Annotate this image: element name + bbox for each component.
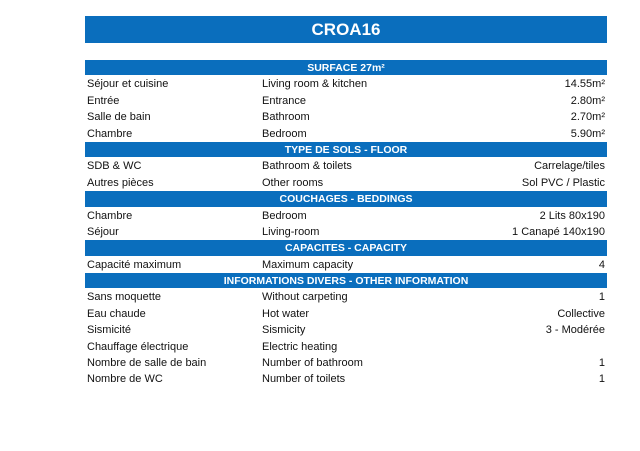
label-en: Entrance: [262, 94, 307, 107]
section-header: SURFACE 27m²: [85, 60, 607, 77]
value: 2 Lits 80x190: [539, 209, 605, 222]
label-fr: Entrée: [87, 94, 120, 107]
label-en: Without carpeting: [262, 291, 348, 304]
value: Collective: [557, 307, 605, 320]
label-en: Bedroom: [262, 209, 307, 222]
label-fr: Séjour et cuisine: [87, 78, 169, 91]
label-fr: Autres pièces: [87, 176, 154, 189]
label-fr: Séjour: [87, 225, 119, 238]
table-row: Séjour Living-room 1 Canapé 140x190: [85, 224, 607, 240]
label-en: Other rooms: [262, 176, 324, 189]
table-row: Salle de bain Bathroom 2.70m²: [85, 109, 607, 125]
label-en: Sismicity: [262, 324, 306, 337]
label-fr: Chauffage électrique: [87, 340, 189, 353]
table-row: Eau chaude Hot water Collective: [85, 306, 607, 322]
table-row: Nombre de salle de bain Number of bathroo…: [85, 355, 607, 371]
label-en: Number of toilets: [262, 373, 346, 386]
value: 14.55m²: [564, 78, 605, 91]
value: Carrelage/tiles: [534, 160, 605, 173]
table-row: Chauffage électrique Electric heating: [85, 339, 607, 355]
page-title: CROA16: [85, 16, 607, 43]
label-fr: Chambre: [87, 127, 133, 140]
table-row: SDB & WC Bathroom & toilets Carrelage/tile…: [85, 158, 607, 174]
label-en: Hot water: [262, 307, 310, 320]
table-row: Chambre Bedroom 5.90m²: [85, 126, 607, 142]
table-row: Sans moquette Without carpeting 1: [85, 289, 607, 305]
section-header: TYPE DE SOLS - FLOOR: [85, 141, 607, 159]
section-header: COUCHAGES - BEDDINGS: [85, 191, 607, 208]
label-en: Bathroom & toilets: [262, 160, 352, 173]
label-fr: Nombre de WC: [87, 373, 163, 386]
value: 2.70m²: [570, 111, 605, 124]
value: 1: [598, 357, 605, 370]
label-fr: Eau chaude: [87, 307, 146, 320]
value: 2.80m²: [570, 94, 605, 107]
label-en: Bathroom: [262, 111, 310, 124]
label-fr: Sans moquette: [87, 291, 161, 304]
table-row: Capacité maximum Maximum capacity 4: [85, 257, 607, 273]
table-row: Sismicité Sismicity 3 - Modérée: [85, 322, 607, 338]
value: Sol PVC / Plastic: [521, 176, 605, 189]
value: 4: [598, 258, 605, 271]
table-row: Entrée Entrance 2.80m²: [85, 93, 607, 109]
label-fr: Capacité maximum: [87, 258, 182, 271]
label-en: Living room & kitchen: [262, 78, 368, 91]
table-row: Autres pièces Other rooms Sol PVC / Plasti…: [85, 175, 607, 191]
value: 1: [598, 373, 605, 386]
label-en: Living-room: [262, 225, 320, 238]
label-fr: SDB & WC: [87, 160, 142, 173]
label-en: Electric heating: [262, 340, 338, 353]
section-header: INFORMATIONS DIVERS - OTHER INFORMATION: [85, 273, 607, 290]
label-fr: Chambre: [87, 209, 133, 222]
label-fr: Salle de bain: [87, 111, 151, 124]
value: 1 Canapé 140x190: [512, 225, 605, 238]
label-en: Maximum capacity: [262, 258, 354, 271]
value: 5.90m²: [570, 127, 605, 140]
info-table: SURFACE 27m² Séjour et cuisine Living room…: [85, 60, 607, 388]
label-fr: Nombre de salle de bain: [87, 357, 207, 370]
section-header: CAPACITES - CAPACITY: [85, 240, 607, 257]
label-fr: Sismicité: [87, 324, 132, 337]
value: 3 - Modérée: [545, 324, 605, 337]
table-row: Nombre de WC Number of toilets 1: [85, 371, 607, 387]
table-row: Séjour et cuisine Living room & kitchen 14…: [85, 76, 607, 92]
value: 1: [598, 291, 605, 304]
label-en: Bedroom: [262, 127, 307, 140]
label-en: Number of bathroom: [262, 357, 363, 370]
table-row: Chambre Bedroom 2 Lits 80x190: [85, 208, 607, 224]
